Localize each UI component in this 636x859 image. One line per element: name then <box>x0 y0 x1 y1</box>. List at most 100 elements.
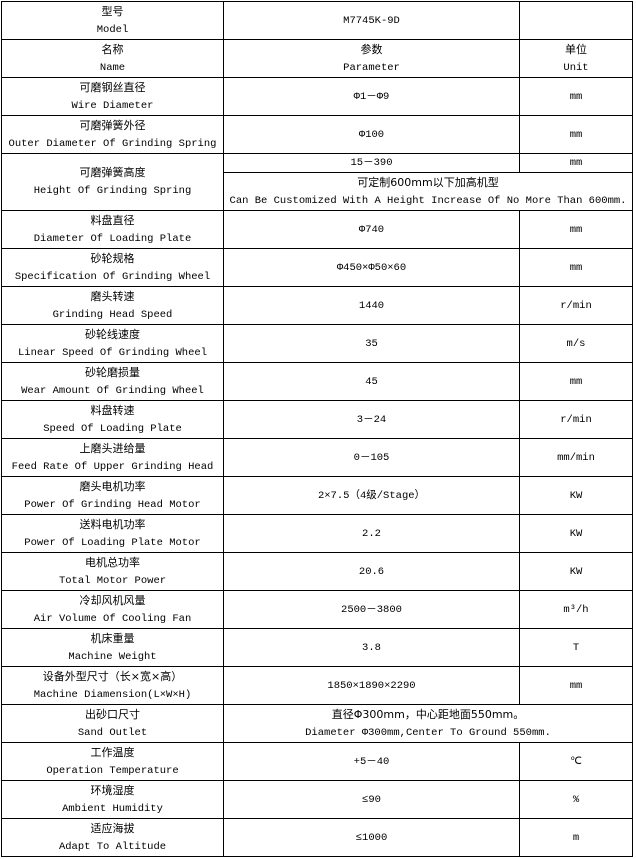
text: T <box>572 641 580 654</box>
header: Unit <box>563 61 589 74</box>
header: 参数 <box>360 42 383 56</box>
text: KW <box>569 527 583 540</box>
text: 35 <box>365 337 378 350</box>
spec-row: 可磨弹簧外径 Outer Diameter Of Grinding Spring Φ… <box>1 115 633 154</box>
unit-cell: mm <box>519 210 633 249</box>
unit-cell: r/min <box>519 286 633 325</box>
param-cell: 3.8 <box>223 628 520 667</box>
text: Φ450×Φ50×60 <box>336 261 407 274</box>
param-cell: 45 <box>223 362 520 401</box>
spec-row: 料盘转速 Speed Of Loading Plate 3－24 r/min <box>1 400 633 439</box>
text: mm <box>569 679 583 692</box>
cell: M7745K-9D <box>223 1 520 40</box>
text: 1850×1890×2290 <box>327 679 416 692</box>
text: 0－105 <box>353 451 390 464</box>
spec-row: 电机总功率 Total Motor Power 20.6 KW <box>1 552 633 591</box>
spec-row: 送料电机功率 Power Of Loading Plate Motor 2.2 KW <box>1 514 633 553</box>
label-cell: 环境湿度 Ambient Humidity <box>1 780 224 819</box>
text: 3－24 <box>356 413 387 426</box>
param-cell: 2500－3800 <box>223 590 520 629</box>
text: Linear Speed Of Grinding Wheel <box>17 346 208 359</box>
text: 15－390 <box>350 157 393 169</box>
cell: 单位 Unit <box>519 39 633 78</box>
text: m/s <box>566 337 586 350</box>
param-cell: 0－105 <box>223 438 520 477</box>
text: mm <box>569 90 583 103</box>
text: % <box>572 793 580 806</box>
label-cell: 电机总功率 Total Motor Power <box>1 552 224 591</box>
spec-row: 设备外型尺寸（长×宽×高） Machine Diamension(L×W×H) 18… <box>1 666 633 705</box>
label: Model <box>96 23 129 36</box>
unit-cell: T <box>519 628 633 667</box>
label-cell: 设备外型尺寸（长×宽×高） Machine Diamension(L×W×H) <box>1 666 224 705</box>
text: 出砂口尺寸 <box>85 707 140 721</box>
text: Grinding Head Speed <box>52 308 173 321</box>
text: 送料电机功率 <box>79 517 146 531</box>
unit-cell: mm <box>519 362 633 401</box>
text: 机床重量 <box>90 631 135 645</box>
param-cell: 1850×1890×2290 <box>223 666 520 705</box>
label-cell: 砂轮线速度 Linear Speed Of Grinding Wheel <box>1 324 224 363</box>
text: KW <box>569 565 583 578</box>
spec-row: 机床重量 Machine Weight 3.8 T <box>1 628 633 667</box>
text: Φ740 <box>358 223 385 236</box>
spec-row: 可磨钢丝直径 Wire Diameter Φ1－Φ9 mm <box>1 77 633 116</box>
text: Height Of Grinding Spring <box>33 185 192 197</box>
text: mm <box>569 261 583 274</box>
text: ℃ <box>570 755 582 768</box>
header: Parameter <box>343 61 400 74</box>
header: 单位 <box>565 42 587 56</box>
text: mm <box>569 223 583 236</box>
text: Power Of Grinding Head Motor <box>24 498 201 511</box>
label-cell: 冷却风机风量 Air Volume Of Cooling Fan <box>1 590 224 629</box>
text: Power Of Loading Plate Motor <box>24 536 201 549</box>
note-cell: 可定制600mm以下加高机型 Can Be Customized With A H… <box>223 172 633 211</box>
spec-row: 上磨头进给量 Feed Rate Of Upper Grinding Head 0－… <box>1 438 633 477</box>
value: M7745K-9D <box>343 14 400 27</box>
cell: 参数 Parameter <box>223 39 520 78</box>
text: 可磨弹簧外径 <box>79 118 146 132</box>
text: Ambient Humidity <box>62 802 163 815</box>
param-cell: 3－24 <box>223 400 520 439</box>
spec-row: 料盘直径 Diameter Of Loading Plate Φ740 mm <box>1 210 633 249</box>
text: Speed Of Loading Plate <box>43 422 182 435</box>
text: 20.6 <box>358 565 385 578</box>
label-cell: 料盘转速 Speed Of Loading Plate <box>1 400 224 439</box>
spec-row: 砂轮线速度 Linear Speed Of Grinding Wheel 35 m/s <box>1 324 633 363</box>
spec-row: 可磨弹簧高度 Height Of Grinding Spring 15－390 mm <box>1 153 633 211</box>
text: 可磨钢丝直径 <box>79 80 146 94</box>
param-cell: ≤1000 <box>223 818 520 857</box>
unit-cell: mm <box>519 666 633 705</box>
text: Operation Temperature <box>46 764 179 777</box>
text: 设备外型尺寸（长×宽×高） <box>42 669 183 683</box>
param-cell: 15－390 <box>223 153 520 173</box>
text: 冷却风机风量 <box>79 593 146 607</box>
text: 砂轮线速度 <box>85 327 140 341</box>
text: Wire Diameter <box>71 99 154 112</box>
param-cell: 20.6 <box>223 552 520 591</box>
text: m³/h <box>563 603 589 616</box>
label-cell: 砂轮磨损量 Wear Amount Of Grinding Wheel <box>1 362 224 401</box>
unit-cell: ℃ <box>519 742 633 781</box>
unit-cell: m/s <box>519 324 633 363</box>
text: 砂轮规格 <box>90 251 135 265</box>
spec-row: 出砂口尺寸 Sand Outlet 直径Φ300mm，中心距地面550mm。 Diam… <box>1 704 633 743</box>
text: KW <box>569 489 583 502</box>
param-cell: 2×7.5（4级/Stage） <box>223 476 520 515</box>
text: 45 <box>365 375 378 388</box>
param-cell: Φ450×Φ50×60 <box>223 248 520 287</box>
header: Name <box>99 61 126 74</box>
param-cell: 1440 <box>223 286 520 325</box>
text: mm <box>569 375 583 388</box>
unit-cell: mm <box>519 248 633 287</box>
text: 料盘转速 <box>90 403 135 417</box>
label-cell: 上磨头进给量 Feed Rate Of Upper Grinding Head <box>1 438 224 477</box>
text: 2.2 <box>362 527 381 540</box>
label-cell: 工作温度 Operation Temperature <box>1 742 224 781</box>
text: Feed Rate Of Upper Grinding Head <box>11 460 214 473</box>
text: 1440 <box>358 299 385 312</box>
spec-row: 磨头电机功率 Power Of Grinding Head Motor 2×7.5（… <box>1 476 633 515</box>
spec-row: 适应海拔 Adapt To Altitude ≤1000 m <box>1 818 633 857</box>
unit-cell: mm <box>519 153 633 173</box>
